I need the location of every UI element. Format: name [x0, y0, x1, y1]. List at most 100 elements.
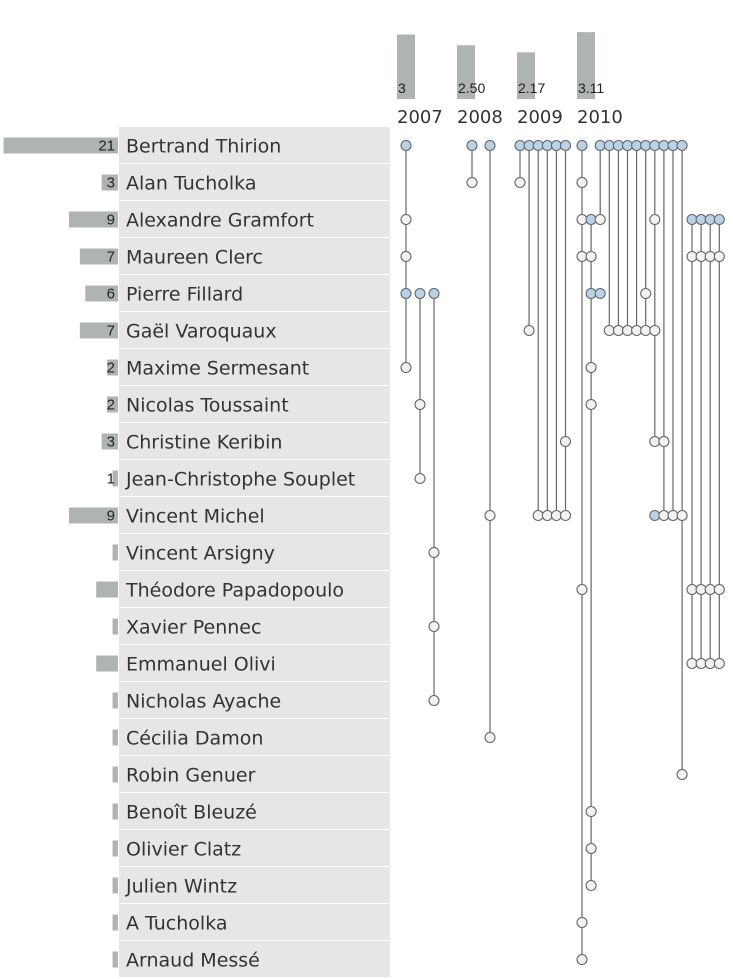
- author-count-label: 9: [107, 508, 115, 525]
- paper-coauthor-dot: [649, 213, 661, 226]
- paper-first-author-dot: [466, 139, 478, 152]
- paper-coauthor-dot: [400, 213, 412, 226]
- paper-first-author-dot: [612, 139, 624, 152]
- year-average-label: 2.17: [518, 80, 545, 96]
- paper-coauthor-dot: [640, 324, 652, 337]
- author-name: Arnaud Messé: [126, 950, 260, 972]
- paper-coauthor-dot: [576, 250, 588, 263]
- paper-coauthor-dot: [523, 324, 535, 337]
- author-count-bar: [112, 544, 118, 561]
- author-count-label: 1: [107, 471, 115, 488]
- author-name: Robin Genuer: [126, 765, 256, 787]
- year-average-label: 3: [398, 80, 406, 96]
- paper-coauthor-dot: [484, 731, 496, 744]
- author-row-bg: [119, 423, 390, 459]
- author-row-bg: [119, 719, 390, 755]
- author-count-bar: [112, 470, 118, 487]
- paper-coauthor-dot: [428, 546, 440, 559]
- author-name: Pierre Fillard: [126, 284, 243, 306]
- author-row-bg: [119, 608, 390, 644]
- author-name: Cécilia Damon: [126, 728, 263, 750]
- author-row-bg: [119, 534, 390, 570]
- author-name: Nicolas Toussaint: [126, 395, 289, 417]
- author-name: Théodore Papadopoulo: [125, 580, 344, 602]
- paper-coauthor-dot: [585, 879, 597, 892]
- author-count-bar: [112, 729, 118, 746]
- paper-coauthor-dot: [676, 509, 688, 522]
- paper-coauthor-dot: [686, 250, 698, 263]
- author-count-label: 3: [107, 175, 115, 192]
- author-name: Christine Keribin: [126, 432, 282, 454]
- author-count-label: 9: [107, 212, 115, 229]
- paper-coauthor-dot: [713, 250, 725, 263]
- paper-coauthor-dot: [585, 361, 597, 374]
- author-count-bar: [112, 951, 118, 968]
- paper-first-author-dot: [576, 139, 588, 152]
- paper-coauthor-dot: [576, 583, 588, 596]
- author-count-bar: [68, 211, 118, 228]
- author-count-bar: [3, 137, 118, 154]
- paper-coauthor-dot: [695, 583, 707, 596]
- paper-coauthor-dot: [576, 176, 588, 189]
- author-count-bar: [96, 655, 118, 672]
- author-row-bg: [119, 312, 390, 348]
- paper-first-author-dot: [713, 213, 725, 226]
- author-count-bar: [107, 359, 118, 376]
- paper-first-author-dot: [695, 213, 707, 226]
- author-name: A Tucholka: [126, 913, 228, 935]
- paper-coauthor-dot: [631, 324, 643, 337]
- year-label: 2007: [397, 107, 443, 128]
- author-count-label: 7: [107, 323, 115, 340]
- paper-coauthor-dot: [414, 472, 426, 485]
- paper-first-author-dot: [559, 139, 572, 152]
- paper-first-author-dot: [667, 139, 679, 152]
- author-name: Gaël Varoquaux: [126, 321, 277, 343]
- paper-coauthor-dot: [612, 324, 624, 337]
- paper-coauthor-dot: [603, 324, 615, 337]
- paper-coauthor-dot: [559, 435, 572, 448]
- author-count-bar: [96, 581, 118, 598]
- paper-first-author-dot: [514, 139, 526, 152]
- paper-coauthor-dot: [658, 509, 670, 522]
- paper-coauthor-dot: [428, 620, 440, 633]
- author-row-bg: [119, 867, 390, 903]
- paper-first-author-dot: [686, 213, 698, 226]
- author-row-bg: [119, 275, 390, 311]
- author-row-bg: [119, 497, 390, 533]
- year-average-bar: [397, 34, 415, 99]
- author-count-bar: [112, 840, 118, 857]
- author-row-bg: [119, 571, 390, 607]
- author-count-label: 2: [107, 360, 115, 377]
- author-count-label: 3: [107, 434, 115, 451]
- paper-first-author-dot: [541, 139, 553, 152]
- author-count-bar: [112, 766, 118, 783]
- paper-first-author-dot: [603, 139, 615, 152]
- author-row-bg: [119, 793, 390, 829]
- paper-coauthor-dot: [640, 287, 652, 300]
- paper-coauthor-dot: [576, 953, 588, 966]
- paper-first-author-dot: [550, 139, 562, 152]
- author-name: Maureen Clerc: [126, 247, 263, 269]
- paper-first-author-dot: [585, 287, 597, 300]
- author-name: Emmanuel Olivi: [126, 654, 276, 676]
- author-row-bg: [119, 201, 390, 237]
- author-count-label: 2: [107, 397, 115, 414]
- year-average-bar: [457, 45, 475, 99]
- author-count-bar: [112, 803, 118, 820]
- paper-coauthor-dot: [400, 250, 412, 263]
- paper-coauthor-dot: [585, 398, 597, 411]
- author-count-bar: [79, 248, 118, 265]
- year-average-bar: [517, 52, 535, 99]
- paper-coauthor-dot: [585, 250, 597, 263]
- paper-coauthor-dot: [686, 583, 698, 596]
- paper-coauthor-dot: [559, 509, 572, 522]
- paper-first-author-dot: [585, 213, 597, 226]
- paper-first-author-dot: [631, 139, 643, 152]
- author-count-bar: [112, 692, 118, 709]
- paper-first-author-dot: [704, 213, 716, 226]
- year-label: 2008: [457, 107, 503, 128]
- paper-first-author-dot: [428, 287, 440, 300]
- paper-coauthor-dot: [704, 250, 716, 263]
- paper-first-author-dot: [414, 287, 426, 300]
- year-average-bar: [577, 32, 595, 100]
